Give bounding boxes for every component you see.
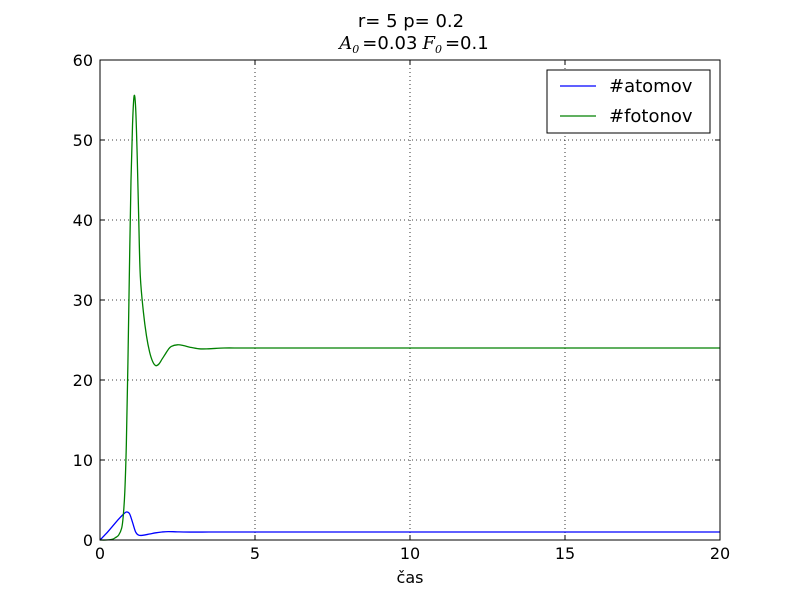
legend-label-atomov: #atomov — [609, 76, 693, 97]
subtitle-f-subscript: 0 — [435, 43, 442, 56]
y-tick-label: 0 — [83, 531, 93, 550]
subtitle-f-symbol: F — [421, 33, 436, 54]
y-tick-label: 30 — [73, 291, 93, 310]
x-tick-label: 20 — [710, 544, 730, 563]
series-group — [99, 94, 720, 541]
subtitle-a-symbol: A — [337, 33, 352, 54]
subtitle-a-subscript: 0 — [352, 43, 359, 56]
tick-labels: 0 5 10 15 20 0 10 20 30 40 50 60 — [73, 51, 731, 563]
legend: #atomov #fotonov — [546, 69, 711, 134]
chart-title: r= 5 p= 0.2 — [358, 11, 464, 32]
subtitle-f-value: =0.1 — [445, 33, 489, 54]
y-tick-label: 10 — [73, 451, 93, 470]
x-tick-label: 10 — [400, 544, 420, 563]
x-tick-label: 15 — [555, 544, 575, 563]
chart-subtitle: A0 =0.03 F0 =0.1 — [337, 33, 488, 56]
y-tick-label: 40 — [73, 211, 93, 230]
legend-label-fotonov: #fotonov — [609, 106, 693, 127]
x-axis-label: čas — [397, 568, 424, 587]
y-tick-label: 60 — [73, 51, 93, 70]
x-tick-label: 5 — [250, 544, 260, 563]
series-line-fotonov — [99, 94, 720, 541]
y-tick-label: 20 — [73, 371, 93, 390]
x-tick-label: 0 — [95, 544, 105, 563]
y-tick-label: 50 — [73, 131, 93, 150]
legend-box — [546, 69, 711, 134]
grid — [100, 60, 720, 540]
subtitle-a-value: =0.03 — [362, 33, 417, 54]
ticks — [99, 59, 721, 541]
